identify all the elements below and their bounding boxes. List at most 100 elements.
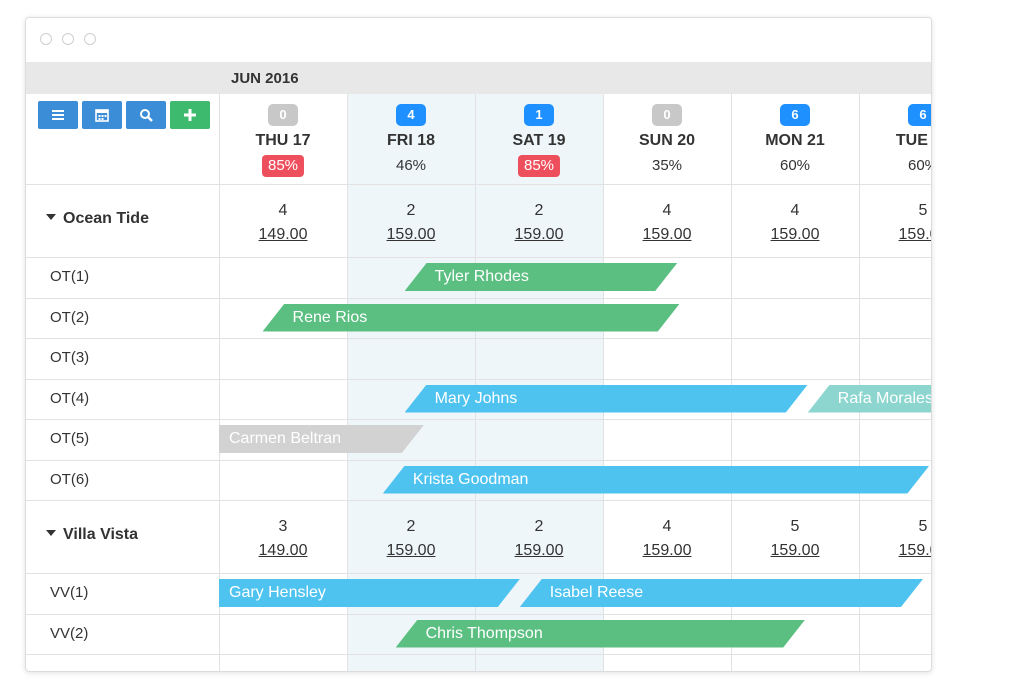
availability-cell: 5 159.00 [859,517,931,561]
available-count: 5 [790,518,800,535]
menu-icon [51,109,65,121]
availability-cell: 2 159.00 [475,201,603,245]
day-label: TUE 22 [895,132,931,149]
column-divider [347,94,348,671]
available-count: 4 [662,518,672,535]
available-count: 4 [662,202,672,219]
booking-bar[interactable]: Rene Rios [262,303,680,332]
availability-cell: 2 159.00 [347,517,475,561]
month-bar: JUN 2016 [26,62,931,94]
rate-link[interactable]: 149.00 [258,542,308,559]
maximize-window-dot[interactable] [84,33,96,45]
availability-cell: 4 159.00 [603,201,731,245]
availability-cell: 4 159.00 [731,201,859,245]
row-divider [26,500,931,501]
caret-down-icon[interactable] [46,213,56,220]
occupancy-percent: 46% [395,157,427,174]
day-header: 1 SAT 19 85% [475,94,603,184]
booking-bar[interactable]: Mary Johns [404,384,808,413]
guest-name: Gary Hensley [229,584,326,601]
add-button[interactable] [170,101,210,129]
booking-bar[interactable]: Gary Hensley [219,579,520,607]
calendar-icon [95,108,109,122]
room-label: OT(6) [50,470,90,488]
search-icon [139,108,153,122]
group-name: Villa Vista [63,526,139,543]
title-bar [26,18,931,63]
plus-icon [183,108,197,122]
group-header[interactable]: Villa Vista [46,526,138,544]
rate-link[interactable]: 159.00 [642,226,692,243]
rate-link[interactable]: 159.00 [770,542,820,559]
rate-link[interactable]: 159.00 [770,226,820,243]
room-label: VV(2) [50,624,89,642]
guest-name: Mary Johns [434,389,518,407]
rate-link[interactable]: 149.00 [258,226,308,243]
rate-link[interactable]: 159.00 [898,542,931,559]
guest-name: Chris Thompson [425,624,543,642]
row-divider [26,573,931,574]
room-label: OT(4) [50,389,90,407]
available-count: 5 [918,518,928,535]
app-window: JUN 2016 0 THU 17 85% 4 FRI 18 46% 1 SAT 19 85% 0… [25,17,932,672]
row-divider [26,419,931,420]
occupancy-percent: 85% [517,155,561,177]
group-header[interactable]: Ocean Tide [46,210,149,228]
close-window-dot[interactable] [40,33,52,45]
booking-bar[interactable]: Tyler Rhodes [404,263,677,291]
row-divider [26,378,931,380]
row-divider [26,338,931,339]
row-divider [26,613,931,615]
rate-link[interactable]: 159.00 [386,226,436,243]
group-name: Ocean Tide [63,210,149,227]
minimize-window-dot[interactable] [62,33,74,45]
column-divider [219,94,220,671]
arrivals-count-badge: 4 [396,104,426,126]
row-divider [26,184,931,185]
rate-link[interactable]: 159.00 [514,542,564,559]
rate-link[interactable]: 159.00 [386,542,436,559]
available-count: 2 [406,518,416,535]
availability-cell: 3 149.00 [219,517,347,561]
row-divider [26,297,931,299]
day-label: FRI 18 [386,132,435,149]
month-label: JUN 2016 [231,70,299,87]
day-header: 0 SUN 20 35% [603,94,731,184]
booking-bar[interactable]: Carmen Beltran [219,425,424,453]
rate-link[interactable]: 159.00 [898,226,931,243]
guest-name: Krista Goodman [412,470,529,488]
arrivals-count-badge: 1 [524,104,554,126]
room-label: OT(3) [50,349,90,366]
availability-cell: 4 149.00 [219,201,347,245]
column-divider [731,94,732,671]
guest-name: Isabel Reese [549,584,644,601]
availability-cell: 2 159.00 [347,201,475,245]
booking-bar[interactable]: Isabel Reese [519,579,923,607]
rate-link[interactable]: 159.00 [642,542,692,559]
guest-name: Tyler Rhodes [434,268,529,285]
search-button[interactable] [126,101,166,129]
row-divider [26,654,931,655]
rate-link[interactable]: 159.00 [514,226,564,243]
arrivals-count-badge: 0 [268,104,298,126]
caret-down-icon[interactable] [46,529,56,536]
occupancy-percent: 60% [779,157,811,174]
occupancy-percent: 60% [907,157,931,174]
day-label: SAT 19 [512,132,566,149]
booking-bar[interactable]: Krista Goodman [382,465,929,494]
menu-button[interactable] [38,101,78,129]
available-count: 4 [790,202,800,219]
availability-cell: 2 159.00 [475,517,603,561]
calendar-button[interactable] [82,101,122,129]
booking-grid: 0 THU 17 85% 4 FRI 18 46% 1 SAT 19 85% 0 SUN 20 35%… [26,94,931,671]
day-header: 4 FRI 18 46% [347,94,475,184]
day-label: MON 21 [765,132,825,149]
row-divider [26,257,931,258]
availability-cell: 5 159.00 [731,517,859,561]
booking-bar[interactable]: Chris Thompson [395,619,805,648]
column-divider [859,94,860,671]
booking-bar[interactable]: Rafa Morales [807,384,931,413]
row-divider [26,459,931,461]
available-count: 2 [406,202,416,219]
room-label: OT(2) [50,308,90,326]
